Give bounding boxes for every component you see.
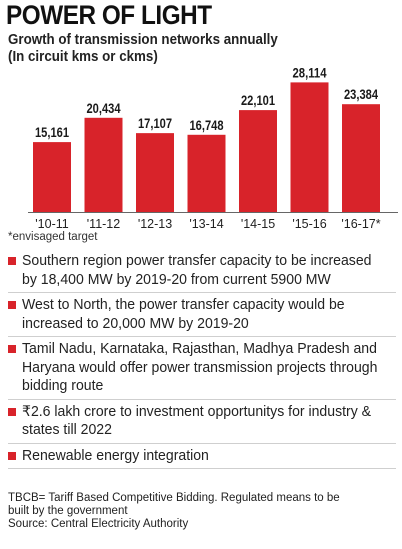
- subtitle-line-1: Growth of transmission networks annually: [8, 32, 278, 48]
- x-tick-label: '12-13: [138, 217, 172, 231]
- bar: [136, 133, 174, 212]
- bar-value-label: 16,748: [190, 117, 224, 133]
- bar-value-label: 15,161: [35, 124, 69, 140]
- bar-value-label: 22,101: [241, 92, 275, 108]
- bar-value-label: 28,114: [293, 68, 327, 80]
- source-note: Source: Central Electricity Authority: [8, 518, 189, 530]
- bullet-square-icon: [8, 301, 16, 309]
- x-tick-label: '15-16: [292, 217, 326, 231]
- key-point: Southern region power transfer capacity …: [8, 252, 396, 293]
- x-tick-label: '16-17*: [341, 217, 380, 231]
- key-point: Renewable energy integration: [8, 447, 396, 469]
- bar: [187, 134, 226, 212]
- bar: [290, 82, 329, 212]
- bullet-square-icon: [8, 407, 16, 416]
- x-tick-label: '10-11: [35, 217, 68, 231]
- key-point: Tamil Nadu, Karnataka, Rajasthan, Madhya…: [8, 340, 396, 400]
- key-point-text: Southern region power transfer capacity …: [22, 253, 372, 288]
- chart-subtitle: Growth of transmission networks annually…: [8, 32, 278, 66]
- key-point-text: Renewable energy integration: [22, 447, 209, 464]
- x-tick-label: '14-15: [241, 217, 275, 231]
- subtitle-line-2: (In circuit kms or ckms): [8, 49, 158, 65]
- bullet-square-icon: [8, 451, 16, 460]
- key-point-text: West to North, the power transfer capaci…: [22, 297, 345, 332]
- footnote: *envisaged target: [8, 231, 98, 243]
- bullet-square-icon: [8, 345, 16, 353]
- bar: [239, 110, 277, 212]
- chart-title: POWER OF LIGHT: [6, 0, 212, 30]
- notes: TBCB= Tariff Based Competitive Bidding. …: [8, 492, 400, 531]
- bar: [33, 142, 71, 212]
- key-point-text: ₹2.6 lakh crore to investment opportunit…: [22, 403, 372, 439]
- bar-value-label: 20,434: [87, 100, 121, 116]
- bar-value-label: 17,107: [138, 115, 172, 131]
- key-point: West to North, the power transfer capaci…: [8, 296, 396, 337]
- bar: [84, 117, 123, 212]
- bar-value-label: 23,384: [344, 86, 378, 102]
- definition-note-line-2: built by the government: [8, 505, 128, 517]
- key-points-list: Southern region power transfer capacity …: [8, 252, 396, 472]
- x-tick-label: '11-12: [87, 217, 120, 231]
- bar: [342, 104, 380, 212]
- bullet-square-icon: [8, 257, 16, 265]
- key-point: ₹2.6 lakh crore to investment opportunit…: [8, 403, 396, 444]
- x-tick-label: '13-14: [189, 217, 223, 231]
- definition-note-line-1: TBCB= Tariff Based Competitive Bidding. …: [8, 492, 340, 504]
- bar-chart: 15,161 '10-11 20,434 '11-12 17,107 '12-13 16,7…: [28, 68, 398, 231]
- key-point-text: Tamil Nadu, Karnataka, Rajasthan, Madhya…: [22, 341, 378, 394]
